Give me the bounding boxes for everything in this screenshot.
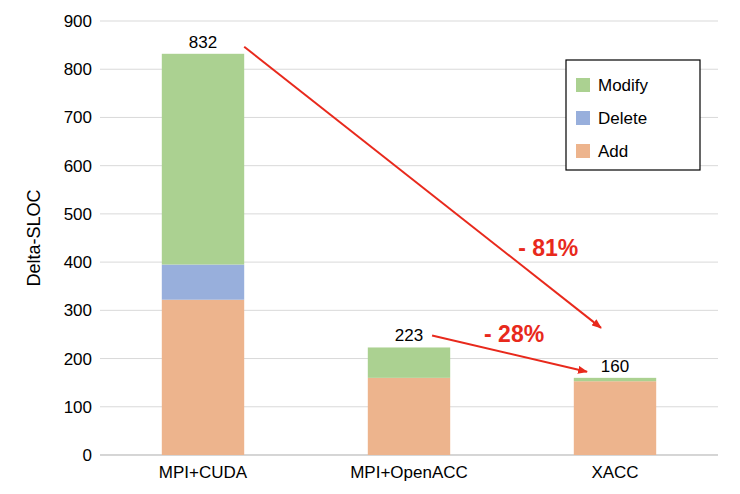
legend: Modify Delete Add: [566, 60, 700, 170]
tick-label: 900: [64, 12, 92, 31]
category-label: XACC: [591, 463, 638, 482]
bar-segment: [574, 378, 656, 381]
legend-swatch: [576, 111, 590, 125]
legend-swatch: [576, 144, 590, 158]
tick-label: 0: [83, 446, 92, 465]
tick-label: 500: [64, 205, 92, 224]
total-label: 223: [395, 326, 423, 345]
bar-segment: [162, 54, 244, 265]
chart: 0 100 200 300 400 500 600 700 800 900 Delta-SLOC MP…: [0, 0, 740, 494]
tick-label: 800: [64, 60, 92, 79]
category-label: MPI+CUDA: [159, 463, 248, 482]
bar-segment: [368, 347, 450, 377]
tick-label: 300: [64, 301, 92, 320]
legend-box: [566, 60, 700, 170]
tick-label: 600: [64, 157, 92, 176]
legend-swatch: [576, 78, 590, 92]
annotation-text: - 28%: [484, 321, 544, 347]
tick-label: 700: [64, 108, 92, 127]
bar-segment: [162, 300, 244, 455]
legend-label: Add: [598, 142, 628, 161]
annotation-arrow: [244, 47, 601, 328]
tick-label: 200: [64, 350, 92, 369]
bar-segment: [368, 378, 450, 455]
bar-segment: [574, 381, 656, 455]
tick-label: 400: [64, 253, 92, 272]
legend-label: Modify: [598, 76, 649, 95]
total-label: 832: [189, 33, 217, 52]
category-label: MPI+OpenACC: [350, 463, 468, 482]
y-axis-label: Delta-SLOC: [24, 189, 44, 286]
tick-label: 100: [64, 398, 92, 417]
bars: [162, 54, 656, 455]
legend-label: Delete: [598, 109, 647, 128]
bar-segment: [162, 265, 244, 300]
annotation-text: - 81%: [518, 235, 578, 261]
total-label: 160: [601, 357, 629, 376]
grid-line: [100, 21, 718, 22]
